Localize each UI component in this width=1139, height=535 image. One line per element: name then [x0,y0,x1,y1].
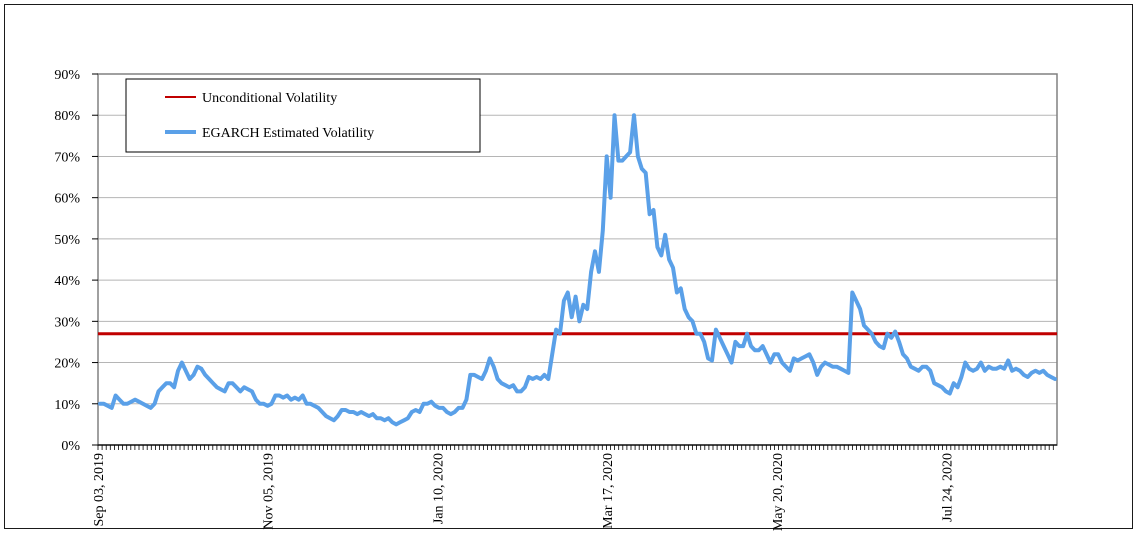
legend-box [126,79,480,152]
x-tick-label: May 20, 2020 [771,453,786,531]
legend-label-egarch: EGARCH Estimated Volatility [202,126,374,141]
y-tick-label: 90% [54,68,80,83]
y-tick-label: 40% [54,274,80,289]
y-tick-label: 20% [54,357,80,372]
y-tick-label: 10% [54,398,80,413]
y-tick-label: 0% [61,439,80,454]
x-tick-label: Nov 05, 2019 [262,453,277,530]
legend-label-unconditional: Unconditional Volatility [202,91,337,106]
x-axis: Sep 03, 2019 Nov 05, 2019 Jan 10, 2020 Mar … [92,445,1057,531]
legend: Unconditional Volatility EGARCH Estimate… [126,79,480,152]
x-tick-label: Jul 24, 2020 [941,453,956,522]
series [98,115,1057,424]
x-tick-label: Jan 10, 2020 [431,453,446,524]
y-tick-label: 30% [54,315,80,330]
y-tick-label: 80% [54,109,80,124]
y-tick-label: 70% [54,150,80,165]
series-egarch-line [100,115,1055,424]
y-tick-label: 50% [54,233,80,248]
x-tick-label: Mar 17, 2020 [601,453,616,529]
x-tick-label: Sep 03, 2019 [92,453,107,527]
y-axis: 0% 10% 20% 30% 40% 50% 60% 70% 80% 90% [54,68,98,454]
y-tick-label: 60% [54,192,80,207]
gridlines [98,115,1057,404]
